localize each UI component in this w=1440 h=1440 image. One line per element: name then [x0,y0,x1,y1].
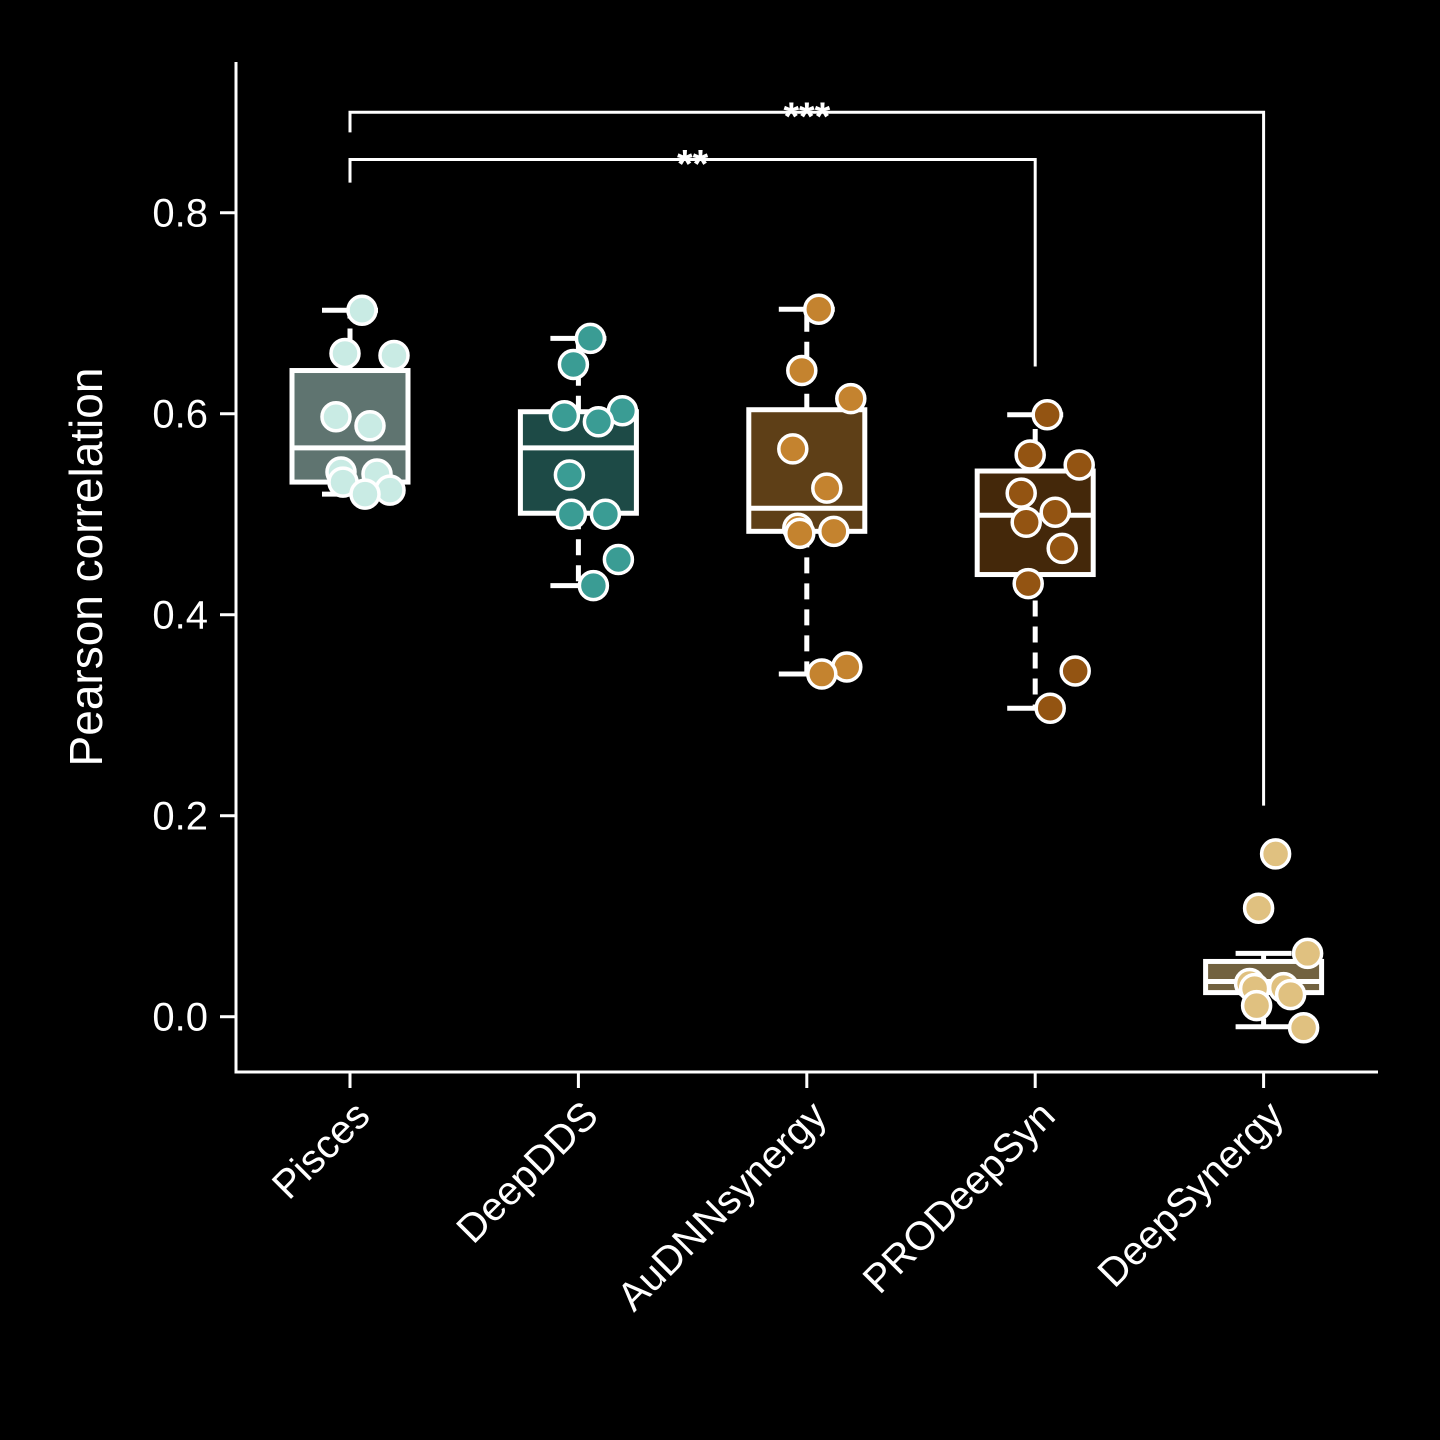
y-ticks: 0.0 0.2 0.4 0.6 0.8 [152,192,236,1040]
data-point [329,337,361,370]
x-tick-label: PRODeepSyn [855,1093,1064,1302]
data-point [555,498,588,530]
data-point [346,294,378,326]
data-point [806,658,838,690]
data-point [602,543,635,576]
boxes [289,306,1325,1030]
data-point [589,498,622,530]
data-point [1014,439,1046,471]
data-point [786,354,818,387]
significance-label: ** [677,142,709,186]
data-point [1287,1012,1320,1044]
data-point [784,517,816,550]
y-tick-label: 0.8 [152,192,208,236]
significance-label: *** [783,95,830,139]
x-tick-label: DeepDDS [448,1093,606,1251]
data-point [1012,567,1044,600]
data-point [577,569,610,602]
data-point [548,400,581,432]
significance-bracket [348,110,1266,806]
data-point [1240,989,1273,1022]
data-point [818,515,850,548]
data-point [378,339,410,372]
data-point [1059,655,1091,687]
y-axis-title: Pearson correlation [60,368,112,767]
x-tick-label: DeepSynergy [1089,1093,1291,1295]
significance-brackets: ***** [348,95,1266,806]
data-point [553,459,586,491]
data-point [320,401,352,433]
data-point [835,382,867,415]
data-point [349,478,381,510]
data-point [1063,449,1095,481]
y-tick-label: 0.0 [152,996,208,1040]
data-point [1034,692,1066,724]
data-point [1010,506,1042,539]
data-point [557,348,590,381]
y-tick-label: 0.6 [152,393,208,437]
data-point [1031,398,1063,431]
significance-bracket [348,157,1037,367]
data-points [320,293,1324,1044]
x-tick-label: AuDNNsynergy [609,1093,835,1319]
data-point [574,322,607,355]
data-point [1005,477,1037,509]
data-point [1046,532,1078,565]
data-point [811,472,843,504]
data-point [1242,892,1275,924]
data-point [354,410,386,442]
x-tick-label: Pisces [264,1093,378,1207]
y-tick-label: 0.2 [152,795,208,839]
data-point [1039,496,1071,528]
y-tick-label: 0.4 [152,594,208,638]
data-point [1259,838,1292,870]
box [746,407,868,534]
data-point [803,293,835,325]
data-point [1291,937,1324,970]
data-point [1274,978,1307,1011]
x-ticks: Pisces DeepDDS AuDNNsynergy PRODeepSyn DeepS… [264,1072,1292,1319]
data-point [582,406,615,438]
data-point [777,433,809,465]
